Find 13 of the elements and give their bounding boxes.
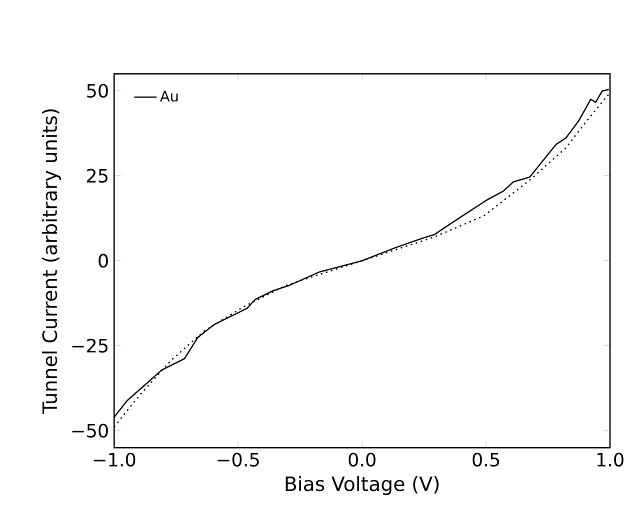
y-tick-label: −25	[72, 338, 108, 353]
x-tick-label: 0.0	[348, 452, 376, 466]
x-axis-title: Bias Voltage (V)	[286, 476, 439, 495]
y-tick-label: −50	[72, 424, 108, 438]
y-axis-title: Tunnel Current (arbitrary units)	[42, 109, 61, 414]
x-tick-label: 1.0	[597, 452, 624, 466]
x-tick-label: −1.0	[94, 452, 136, 466]
x-tick-label: −0.5	[218, 452, 259, 466]
y-tick-label: 0	[98, 254, 108, 268]
y-tick-label: 50	[87, 84, 108, 98]
y-tick-label: 25	[87, 168, 108, 183]
legend-label: Au	[160, 90, 178, 102]
x-tick-label: 0.5	[472, 452, 500, 466]
